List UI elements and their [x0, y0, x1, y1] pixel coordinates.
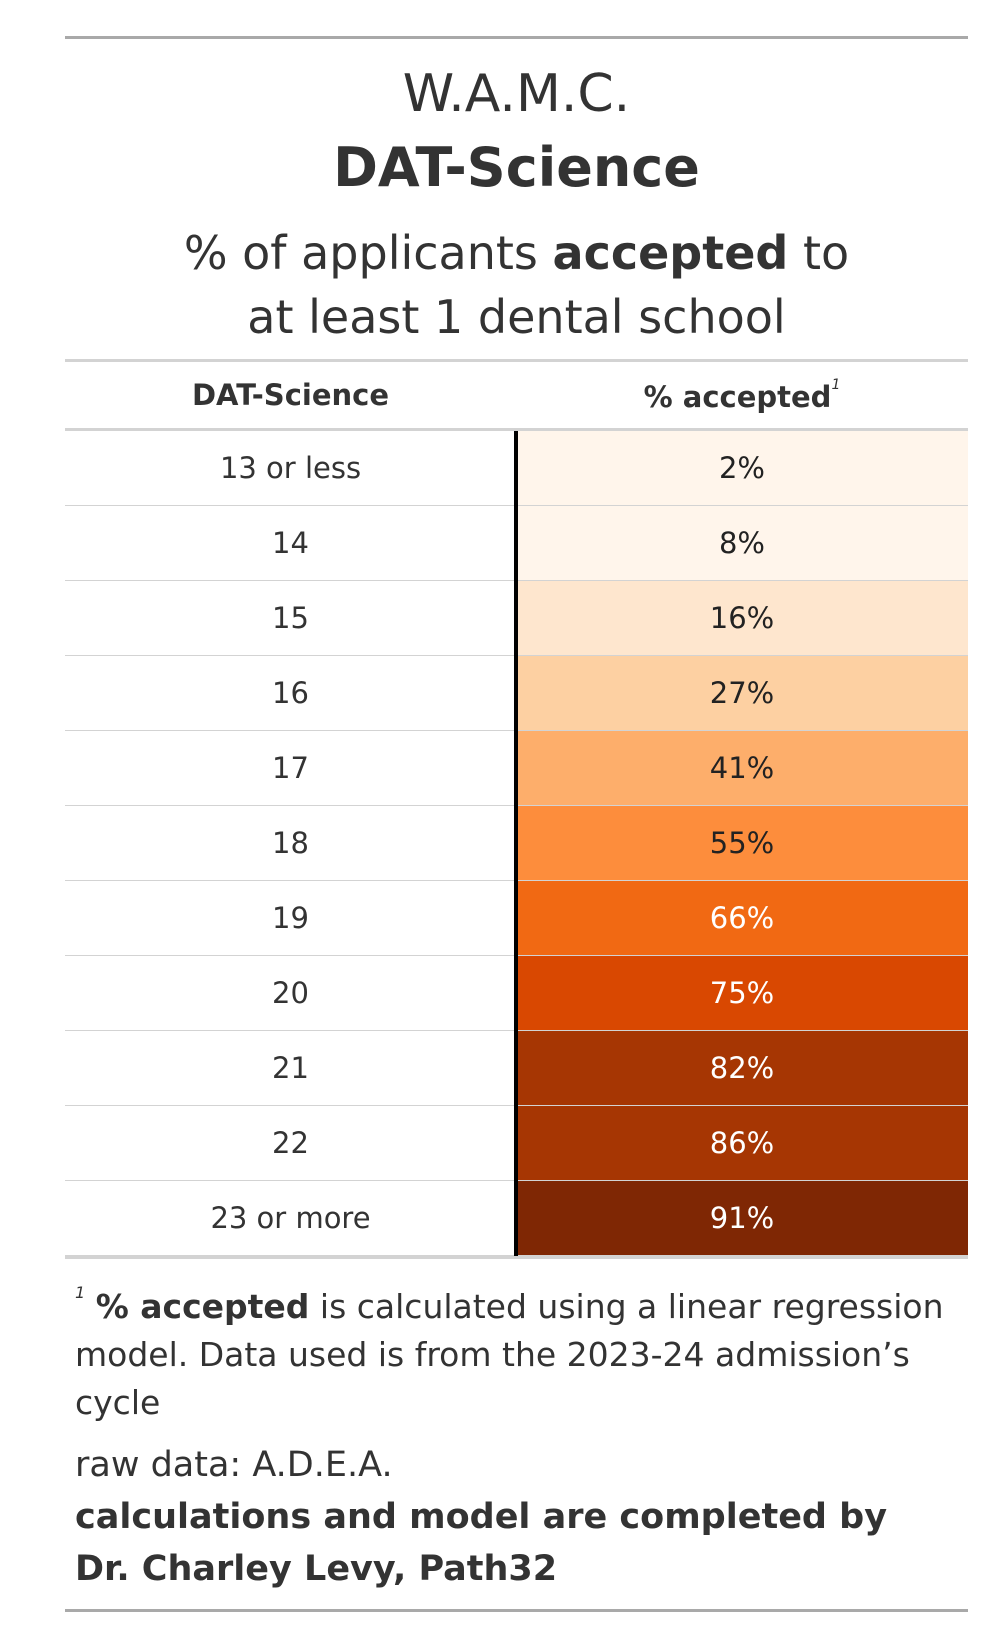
cell-score: 19 — [65, 881, 516, 955]
table-row: 20 75% — [65, 956, 968, 1031]
cell-score: 18 — [65, 806, 516, 880]
cell-score: 23 or more — [65, 1181, 516, 1255]
subtitle-part2: to — [788, 226, 850, 280]
footnote-mark: 1 — [75, 1283, 86, 1302]
cell-score: 22 — [65, 1106, 516, 1180]
table-figure: W.A.M.C. DAT-Science % of applicants acc… — [65, 36, 968, 1612]
cell-accepted: 75% — [516, 956, 968, 1030]
subtitle-part1: % of applicants — [183, 226, 553, 280]
cell-accepted: 91% — [516, 1181, 968, 1255]
cell-accepted: 41% — [516, 731, 968, 805]
table-row: 18 55% — [65, 806, 968, 881]
footnote-text: is calculated using a linear regression … — [75, 1287, 944, 1422]
column-header-row: DAT-Science % accepted1 — [65, 362, 968, 428]
top-rule — [65, 36, 968, 39]
cell-accepted: 86% — [516, 1106, 968, 1180]
table-title: W.A.M.C. — [402, 64, 631, 124]
table-title-bold: DAT-Science — [333, 136, 700, 199]
column-header-rule — [65, 428, 968, 431]
subtitle-bold: accepted — [552, 226, 789, 280]
table-row: 15 16% — [65, 581, 968, 656]
column-header-score: DAT-Science — [191, 378, 389, 412]
cell-accepted: 27% — [516, 656, 968, 730]
cell-accepted: 8% — [516, 506, 968, 580]
table-row: 22 86% — [65, 1106, 968, 1181]
bottom-rule — [65, 1256, 968, 1259]
cell-score: 20 — [65, 956, 516, 1030]
footnote: 1 % accepted is calculated using a linea… — [75, 1269, 958, 1427]
cell-accepted: 2% — [516, 431, 968, 505]
footnote-bold: % accepted — [95, 1287, 310, 1326]
table-row: 23 or more 91% — [65, 1181, 968, 1256]
cell-score: 21 — [65, 1031, 516, 1105]
table-body: 13 or less 2% 14 8% 15 16% 16 27% 17 41% 18 55% 19 66… — [65, 431, 968, 1256]
cell-accepted: 16% — [516, 581, 968, 655]
credit-line-1: calculations and model are completed by — [75, 1497, 888, 1537]
table-subtitle: % of applicants accepted to at least 1 d… — [65, 221, 968, 349]
table-footer: 1 % accepted is calculated using a linea… — [65, 1259, 968, 1595]
table-row: 19 66% — [65, 881, 968, 956]
table-row: 21 82% — [65, 1031, 968, 1106]
cell-accepted: 55% — [516, 806, 968, 880]
table-row: 14 8% — [65, 506, 968, 581]
cell-accepted: 66% — [516, 881, 968, 955]
header-rule — [65, 359, 968, 362]
end-rule — [65, 1609, 968, 1612]
table-row: 17 41% — [65, 731, 968, 806]
column-divider — [514, 431, 518, 1256]
cell-accepted: 82% — [516, 1031, 968, 1105]
cell-score: 13 or less — [65, 431, 516, 505]
cell-score: 17 — [65, 731, 516, 805]
subtitle-line2: at least 1 dental school — [247, 290, 786, 344]
source-line: raw data: A.D.E.A. — [75, 1445, 393, 1485]
column-footnote-mark: 1 — [831, 376, 841, 393]
column-header-accepted-label: % accepted — [643, 379, 832, 414]
column-header-accepted: % accepted1 — [516, 377, 968, 414]
credit-line-2: Dr. Charley Levy, Path32 — [75, 1549, 558, 1589]
cell-score: 15 — [65, 581, 516, 655]
table-row: 13 or less 2% — [65, 431, 968, 506]
cell-score: 14 — [65, 506, 516, 580]
cell-score: 16 — [65, 656, 516, 730]
